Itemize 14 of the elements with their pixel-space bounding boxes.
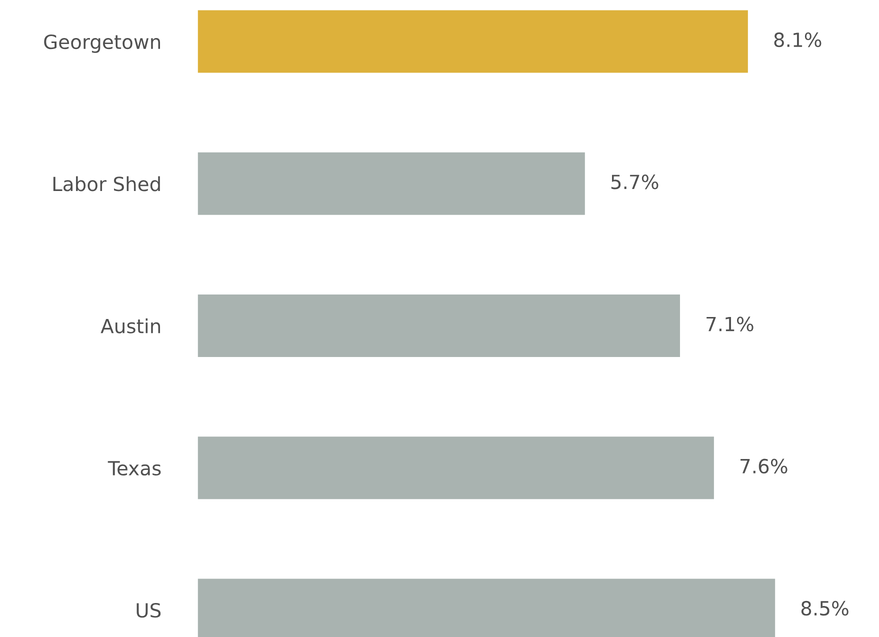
y-tick-label: US (136, 602, 161, 618)
data-label: 7.6% (740, 458, 788, 474)
y-tick-label: Labor Shed (53, 176, 160, 192)
bar (198, 152, 585, 215)
data-label: 8.5% (801, 600, 848, 616)
y-tick-label: Texas (108, 461, 161, 476)
data-label: 7.1% (706, 316, 754, 332)
y-tick-label: Austin (100, 318, 160, 334)
data-label: 8.1% (774, 32, 822, 48)
data-label: 5.7% (611, 174, 658, 190)
bar (198, 10, 748, 73)
y-tick-label: Georgetown (44, 34, 160, 53)
bar (198, 436, 714, 500)
bar (198, 294, 680, 358)
